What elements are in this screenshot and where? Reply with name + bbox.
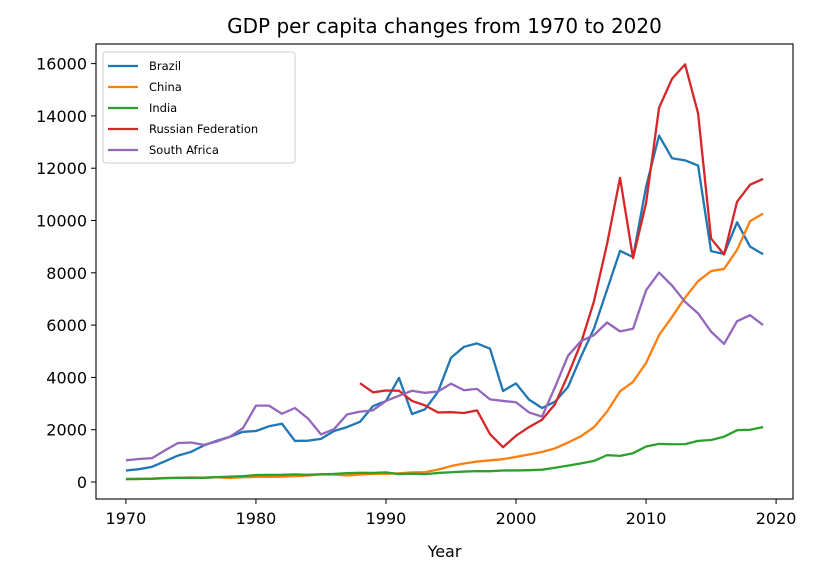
legend-entry-label: Brazil	[149, 59, 181, 73]
series-line-russian-federation	[359, 63, 764, 449]
series-line-south-africa	[125, 271, 764, 462]
y-tick-label: 2000	[46, 421, 87, 440]
y-tick-label: 8000	[46, 264, 87, 283]
y-tick-label: 0	[77, 473, 87, 492]
x-axis: 1970 1980 1990 2000 2010 2020	[106, 499, 797, 528]
x-tick-label: 2020	[756, 509, 797, 528]
x-tick-label: 1970	[106, 509, 147, 528]
legend: Brazil China India Russian Federation South …	[102, 51, 296, 164]
x-tick-label: 2010	[626, 509, 667, 528]
y-tick-label: 12000	[36, 159, 87, 178]
y-tick-label: 4000	[46, 368, 87, 387]
legend-box	[102, 51, 296, 164]
legend-entry-label: India	[149, 101, 177, 115]
series-line-india	[125, 425, 764, 481]
x-tick-label: 2000	[496, 509, 537, 528]
x-tick-label: 1990	[366, 509, 407, 528]
chart-title: GDP per capita changes from 1970 to 2020	[227, 14, 662, 38]
legend-entry-label: South Africa	[149, 143, 219, 157]
y-axis: 0 2000 4000 6000 8000 10000 12000 14000 16000	[36, 55, 96, 492]
x-axis-label: Year	[427, 542, 462, 561]
y-tick-label: 6000	[46, 316, 87, 335]
x-tick-label: 1980	[236, 509, 277, 528]
series-layer	[125, 63, 764, 481]
y-tick-label: 14000	[36, 107, 87, 126]
y-tick-label: 16000	[36, 55, 87, 74]
series-line-china	[125, 212, 764, 481]
plot-area-frame	[95, 43, 794, 500]
legend-entry-label: Russian Federation	[149, 122, 258, 136]
y-tick-label: 10000	[36, 212, 87, 231]
legend-entry-label: China	[149, 80, 182, 94]
